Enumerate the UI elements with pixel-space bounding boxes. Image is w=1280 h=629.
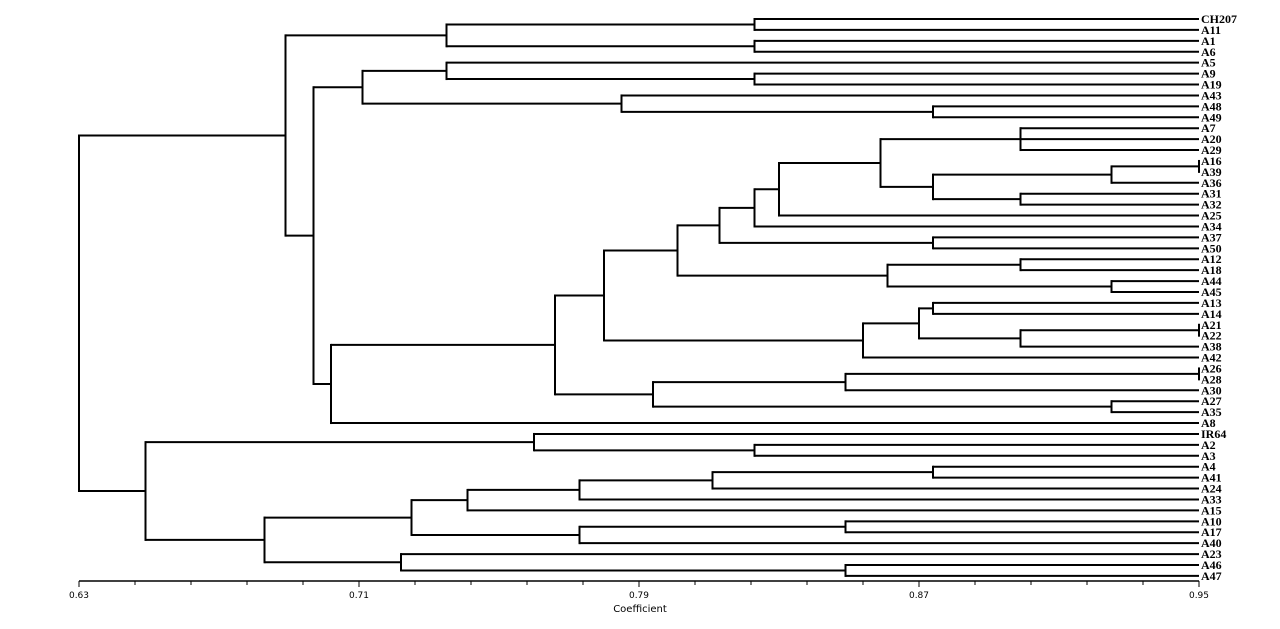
leaf-label: A27 [1201, 394, 1222, 408]
leaf-label: A46 [1201, 558, 1222, 572]
leaf-label: A15 [1201, 503, 1222, 517]
leaf-label: A30 [1201, 383, 1222, 397]
leaf-label: A11 [1201, 23, 1221, 37]
leaf-label: A12 [1201, 252, 1222, 266]
tick-label: 0.63 [69, 591, 89, 601]
leaf-label: A21 [1201, 318, 1222, 332]
leaf-label: A2 [1201, 438, 1216, 452]
leaf-label: A34 [1201, 219, 1222, 233]
leaf-label: CH207 [1201, 12, 1237, 26]
tick-label: 0.95 [1189, 591, 1209, 601]
leaf-label: A7 [1201, 121, 1216, 135]
leaf-label: A45 [1201, 285, 1222, 299]
leaf-label: A9 [1201, 67, 1216, 81]
leaf-label: A33 [1201, 492, 1222, 506]
leaf-label: IR64 [1201, 427, 1226, 441]
leaf-label: A40 [1201, 536, 1222, 550]
x-axis-title: Coefficient [613, 604, 667, 615]
leaf-label: A43 [1201, 88, 1222, 102]
leaf-label: A28 [1201, 372, 1222, 386]
leaf-label: A10 [1201, 514, 1222, 528]
leaf-label: A32 [1201, 198, 1222, 212]
tick-label: 0.87 [909, 591, 929, 601]
leaf-label: A38 [1201, 340, 1222, 354]
leaf-label: A13 [1201, 296, 1222, 310]
leaf-label: A20 [1201, 132, 1222, 146]
leaf-label: A16 [1201, 154, 1222, 168]
leaf-label: A17 [1201, 525, 1222, 539]
leaf-label: A14 [1201, 307, 1222, 321]
leaf-label: A42 [1201, 351, 1222, 365]
leaf-label: A49 [1201, 110, 1222, 124]
leaf-label: A22 [1201, 329, 1222, 343]
leaf-label: A35 [1201, 405, 1222, 419]
leaf-label: A24 [1201, 482, 1222, 496]
leaf-label: A4 [1201, 460, 1216, 474]
leaf-label: A8 [1201, 416, 1216, 430]
leaf-labels: CH207A11A1A6A5A9A19A43A48A49A7A20A29A16A… [1201, 12, 1237, 583]
leaf-label: A48 [1201, 99, 1222, 113]
leaf-label: A44 [1201, 274, 1222, 288]
leaf-label: A26 [1201, 361, 1222, 375]
leaf-label: A37 [1201, 230, 1222, 244]
leaf-label: A3 [1201, 449, 1216, 463]
leaf-label: A39 [1201, 165, 1222, 179]
leaf-label: A36 [1201, 176, 1222, 190]
leaf-label: A19 [1201, 78, 1222, 92]
tick-label: 0.79 [629, 591, 649, 601]
leaf-label: A29 [1201, 143, 1222, 157]
leaf-label: A23 [1201, 547, 1222, 561]
leaf-label: A31 [1201, 187, 1222, 201]
leaf-label: A41 [1201, 471, 1222, 485]
x-axis: 0.63 0.71 0.79 0.87 0.95 [69, 580, 1209, 601]
leaf-label: A1 [1201, 34, 1216, 48]
leaf-label: A47 [1201, 569, 1222, 583]
leaf-label: A5 [1201, 56, 1216, 70]
leaf-label: A18 [1201, 263, 1222, 277]
leaf-label: A6 [1201, 45, 1216, 59]
tick-label: 0.71 [349, 591, 369, 601]
leaf-label: A25 [1201, 209, 1222, 223]
leaf-label: A50 [1201, 241, 1222, 255]
branches [78, 18, 1200, 577]
